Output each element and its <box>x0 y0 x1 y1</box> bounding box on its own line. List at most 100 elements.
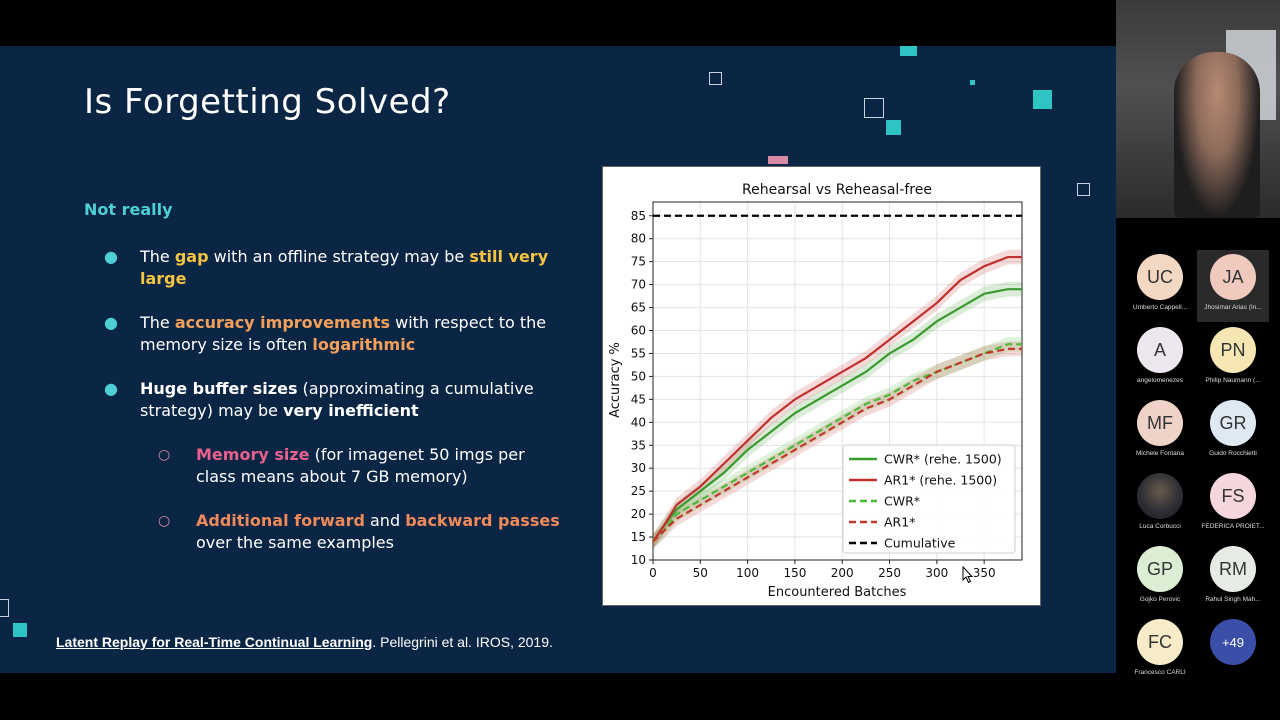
slide-subtitle: Not really <box>84 200 173 219</box>
y-tick-label: 15 <box>631 530 646 544</box>
participant-tile[interactable]: MF Michele Fontana <box>1124 396 1196 468</box>
participant-name: Jhosimar Arias (In... <box>1204 304 1262 311</box>
x-tick-label: 300 <box>925 566 948 580</box>
bullet-dot-icon: ● <box>104 379 118 398</box>
participant-tile[interactable]: FC Francesco CARLI <box>1124 615 1196 687</box>
highlight-text: gap <box>174 247 209 266</box>
legend-label: CWR* (rehe. 1500) <box>884 452 1002 467</box>
bullet-ring-icon: ○ <box>158 513 171 529</box>
plot-frame <box>652 201 1023 561</box>
decor-square <box>709 72 722 85</box>
legend-label: Cumulative <box>884 536 956 551</box>
bullet-text: with an offline strategy may be <box>208 247 470 266</box>
x-tick-label: 350 <box>973 566 996 580</box>
bullet-dot-icon: ● <box>104 313 118 332</box>
series-line <box>652 343 1022 543</box>
y-tick-label: 40 <box>631 415 646 429</box>
bullet-ring-icon: ○ <box>158 447 171 463</box>
participant-avatar: GR <box>1210 400 1256 446</box>
x-tick-label: 50 <box>693 566 708 580</box>
participant-tile[interactable]: Luca Corbucci <box>1124 469 1196 541</box>
bullet-text: (approximating a cumulative strategy) ma… <box>140 379 534 420</box>
participant-avatar: A <box>1137 327 1183 373</box>
participant-tile[interactable]: UC Umberto Cappell... <box>1124 250 1196 322</box>
bullet-text: and <box>364 511 406 530</box>
y-tick-label: 10 <box>631 553 646 567</box>
y-tick-label: 55 <box>631 346 646 360</box>
chart-x-axis-label: Encountered Batches <box>768 585 907 600</box>
participant-avatar: UC <box>1137 254 1183 300</box>
bullet-text: The <box>140 247 175 266</box>
highlight-text: logarithmic <box>312 335 416 354</box>
participant-tile[interactable]: GR Guido Rocchietti <box>1197 396 1269 468</box>
highlight-text: Additional forward <box>196 511 365 530</box>
sub-bullet-item: ○ Additional forward and backward passes… <box>158 510 576 554</box>
y-tick-label: 75 <box>631 255 646 269</box>
reference-citation: Latent Replay for Real-Time Continual Le… <box>56 634 553 650</box>
participant-name: Michele Fontana <box>1135 450 1185 457</box>
participant-name: Rahul Singh Mah... <box>1205 596 1261 603</box>
decor-square <box>13 623 27 637</box>
participant-avatar: MF <box>1137 400 1183 446</box>
participant-name: Francesco CARLI <box>1134 669 1186 676</box>
highlight-text: very inefficient <box>283 401 419 420</box>
bullet-item: ● Huge buffer sizes (approximating a cum… <box>104 378 560 422</box>
legend-label: AR1* (rehe. 1500) <box>884 473 997 488</box>
y-tick-label: 80 <box>631 232 646 246</box>
participant-name: Luca Corbucci <box>1139 523 1181 530</box>
participant-tile[interactable]: GP Gojko Perovic <box>1124 542 1196 614</box>
highlight-text: accuracy improvements <box>174 313 391 332</box>
participant-tile[interactable]: PN Philip Naumann (... <box>1197 323 1269 395</box>
participant-avatar: RM <box>1210 546 1256 592</box>
series-line <box>652 347 1022 543</box>
decor-square <box>768 156 788 164</box>
bullet-text: with respect to the memory size is often <box>140 313 547 354</box>
decor-square <box>1077 183 1090 196</box>
participant-avatar: +49 <box>1210 619 1256 665</box>
highlight-text: Huge buffer sizes <box>140 379 298 398</box>
legend-label: CWR* <box>884 494 920 509</box>
speaker-video[interactable] <box>1116 0 1280 218</box>
legend-box <box>842 444 1016 554</box>
participant-tile[interactable]: JA Jhosimar Arias (In... <box>1197 250 1269 322</box>
y-tick-label: 50 <box>631 369 646 383</box>
confidence-band <box>653 336 1022 549</box>
series-line <box>652 255 1022 543</box>
x-tick-label: 250 <box>878 566 901 580</box>
x-tick-label: 0 <box>649 566 657 580</box>
y-tick-label: 30 <box>631 461 646 475</box>
y-tick-label: 60 <box>631 324 646 338</box>
participant-avatar: JA <box>1210 254 1256 300</box>
participant-tile[interactable]: RM Rahul Singh Mah... <box>1197 542 1269 614</box>
participant-avatar: FS <box>1210 473 1256 519</box>
bullet-item: ● The gap with an offline strategy may b… <box>104 246 550 290</box>
participant-name: Philip Naumann (... <box>1205 377 1261 384</box>
participant-name: angelomenezes <box>1137 377 1183 384</box>
participant-tile[interactable]: FS FEDERICA PROIET... <box>1197 469 1269 541</box>
y-tick-label: 85 <box>631 209 646 223</box>
chart-title: Rehearsal vs Reheasal-free <box>742 182 932 198</box>
highlight-text: still very large <box>140 247 549 288</box>
paper-link[interactable]: Latent Replay for Real-Time Continual Le… <box>56 634 373 650</box>
x-tick-label: 200 <box>831 566 854 580</box>
more-participants-button[interactable]: +49 <box>1197 615 1269 687</box>
y-tick-label: 65 <box>631 301 646 315</box>
y-tick-label: 25 <box>631 484 646 498</box>
participant-avatar: FC <box>1137 619 1183 665</box>
line-chart: Rehearsal vs Reheasal-free Encountered B… <box>608 182 1023 600</box>
participant-name: Guido Rocchietti <box>1209 450 1257 457</box>
x-tick-label: 100 <box>736 566 759 580</box>
y-tick-label: 45 <box>631 392 646 406</box>
participant-photo-avatar <box>1137 473 1183 519</box>
participant-name: Gojko Perovic <box>1139 596 1181 603</box>
highlight-text: Memory size <box>196 445 310 464</box>
slide-title: Is Forgetting Solved? <box>84 82 451 122</box>
participant-avatar: PN <box>1210 327 1256 373</box>
sub-bullet-item: ○ Memory size (for imagenet 50 imgs per … <box>158 444 556 488</box>
x-tick-label: 150 <box>783 566 806 580</box>
participant-name: Umberto Cappell... <box>1132 304 1188 311</box>
decor-square <box>900 46 917 56</box>
decor-square <box>886 120 901 135</box>
decor-square <box>970 80 975 85</box>
